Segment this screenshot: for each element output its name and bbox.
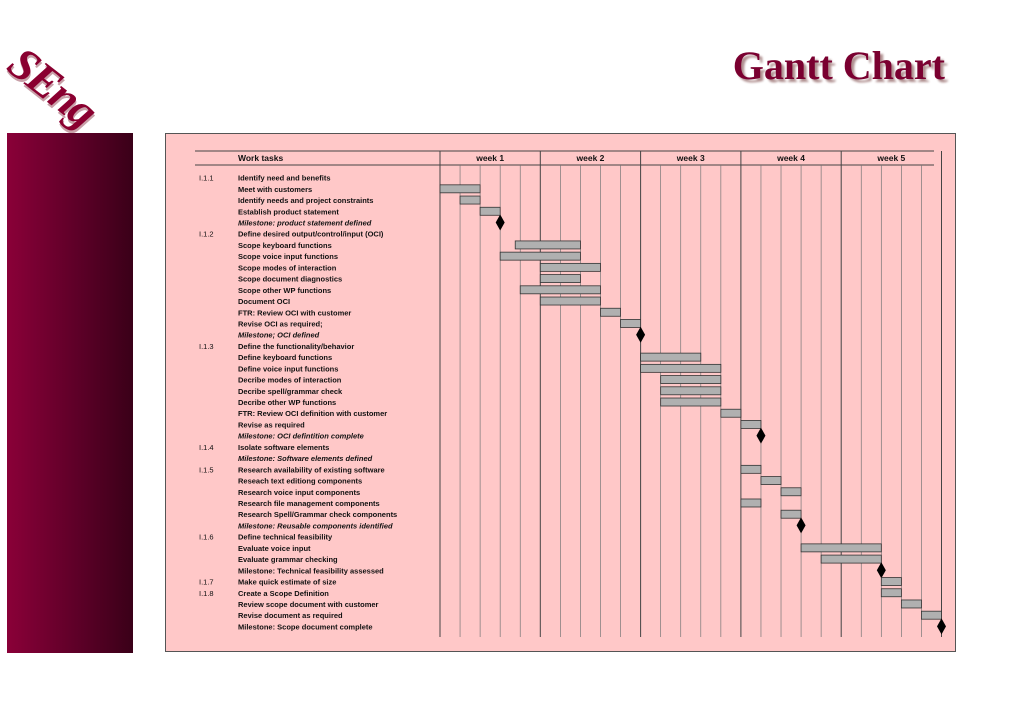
milestone-diamond [937, 618, 946, 635]
task-label: Scope voice input functions [238, 252, 338, 261]
task-bar [780, 487, 802, 497]
week-header: week 5 [876, 153, 905, 163]
task-label: Research file management components [238, 499, 380, 508]
task-label: Reseach text editiong components [238, 477, 362, 486]
task-bar [880, 588, 902, 598]
task-bar [800, 543, 882, 553]
task-bar [539, 262, 601, 272]
task-label: Revise OCI as required; [238, 319, 323, 328]
task-label: Scope modes of interaction [238, 263, 337, 272]
task-label: FTR: Review OCI definition with customer [238, 409, 387, 418]
milestone-diamond [756, 427, 766, 444]
task-label: Scope document diagnostics [238, 275, 342, 284]
task-bar [780, 509, 802, 519]
task-bar [921, 610, 942, 620]
task-column-header: Work tasks [238, 153, 283, 163]
task-label: Define technical feasibility [238, 533, 333, 542]
task-id: I.1.3 [199, 342, 214, 351]
task-id: I.1.8 [199, 589, 214, 598]
task-bar [760, 476, 782, 485]
week-header: week 3 [676, 153, 705, 163]
task-bar [640, 352, 702, 362]
task-label: Research Spell/Grammar check components [238, 510, 397, 519]
milestone-diamond [636, 326, 646, 343]
task-label: Make quick estimate of size [238, 578, 336, 587]
task-label: Meet with customers [238, 185, 312, 194]
task-label: Milestone: Software elements defined [238, 454, 373, 463]
task-bar [439, 184, 481, 194]
task-label: Evaluate voice input [238, 544, 311, 553]
task-bar [600, 307, 621, 317]
task-label: Revise document as required [238, 611, 343, 620]
task-label: Evaluate grammar checking [238, 555, 338, 564]
task-bar [499, 251, 581, 261]
task-id: I.1.1 [199, 174, 214, 183]
task-id: I.1.4 [199, 443, 214, 452]
task-label: Milestone: OCI defintition complete [238, 432, 364, 441]
task-bar [820, 554, 882, 564]
task-bar [660, 397, 722, 407]
task-label: Establish product statement [238, 207, 339, 216]
task-bar [740, 498, 762, 508]
page-title: Gantt Chart [732, 43, 945, 88]
task-bar [880, 577, 902, 586]
task-label: Scope other WP functions [238, 286, 331, 295]
task-label: Define desired output/control/input (OCI… [238, 230, 384, 239]
sidebar-bar [7, 133, 133, 653]
seng-logo: SEng [0, 30, 136, 137]
task-label: Decribe spell/grammar check [238, 387, 343, 396]
task-bar [660, 386, 722, 396]
milestone-diamond [796, 517, 806, 534]
task-label: Decribe other WP functions [238, 398, 336, 407]
task-id: I.1.5 [199, 465, 214, 474]
task-label: Research voice input components [238, 488, 360, 497]
task-label: Decribe modes of interaction [238, 376, 342, 385]
gantt-chart: Work tasks week 1 week 2 week 3 week 4 week 5… [195, 150, 946, 638]
task-bar [660, 375, 722, 384]
task-id: I.1.6 [199, 533, 214, 542]
task-label: Identify need and benefits [238, 174, 331, 183]
task-label: Revise as required [238, 420, 305, 429]
week-header: week 4 [776, 153, 805, 163]
task-bar [539, 296, 601, 306]
task-label: Identify needs and project constraints [238, 196, 373, 205]
logo-text: SEng [0, 36, 107, 137]
task-label: Milestone: Reusable components identifie… [238, 521, 393, 530]
task-bar [620, 319, 642, 328]
task-bar [459, 195, 481, 205]
week-header: week 1 [475, 153, 504, 163]
task-bar [514, 240, 581, 250]
week-header: week 2 [576, 153, 605, 163]
milestone-diamond [495, 214, 505, 231]
task-label: Milestone: Scope document complete [238, 622, 373, 631]
task-bar [479, 206, 501, 216]
gantt-panel: Work tasks week 1 week 2 week 3 week 4 week 5… [165, 133, 956, 652]
milestone-diamond [876, 562, 886, 579]
task-label: Document OCI [238, 297, 290, 306]
task-label: Review scope document with customer [238, 600, 379, 609]
task-id: I.1.7 [199, 578, 214, 587]
task-bar [740, 420, 762, 429]
task-label: Research availability of existing softwa… [238, 465, 385, 474]
task-label: Milestone: Technical feasibility assesse… [238, 566, 384, 575]
task-label: Milestone: product statement defined [238, 218, 372, 227]
task-id: I.1.2 [199, 230, 214, 239]
task-label: Milestone; OCI defined [238, 331, 320, 340]
task-label: Define voice input functions [238, 364, 338, 373]
task-bar [519, 285, 601, 295]
task-label: Isolate software elements [238, 443, 329, 452]
task-bar [900, 599, 922, 609]
task-bar [720, 408, 742, 418]
task-label: FTR: Review OCI with customer [238, 308, 351, 317]
task-label: Define the functionality/behavior [238, 342, 354, 351]
task-label: Scope keyboard functions [238, 241, 332, 250]
task-bar [740, 464, 762, 474]
task-label: Create a Scope Definition [238, 589, 329, 598]
task-bar [640, 363, 722, 373]
task-label: Define keyboard functions [238, 353, 332, 362]
task-bar [539, 274, 581, 283]
